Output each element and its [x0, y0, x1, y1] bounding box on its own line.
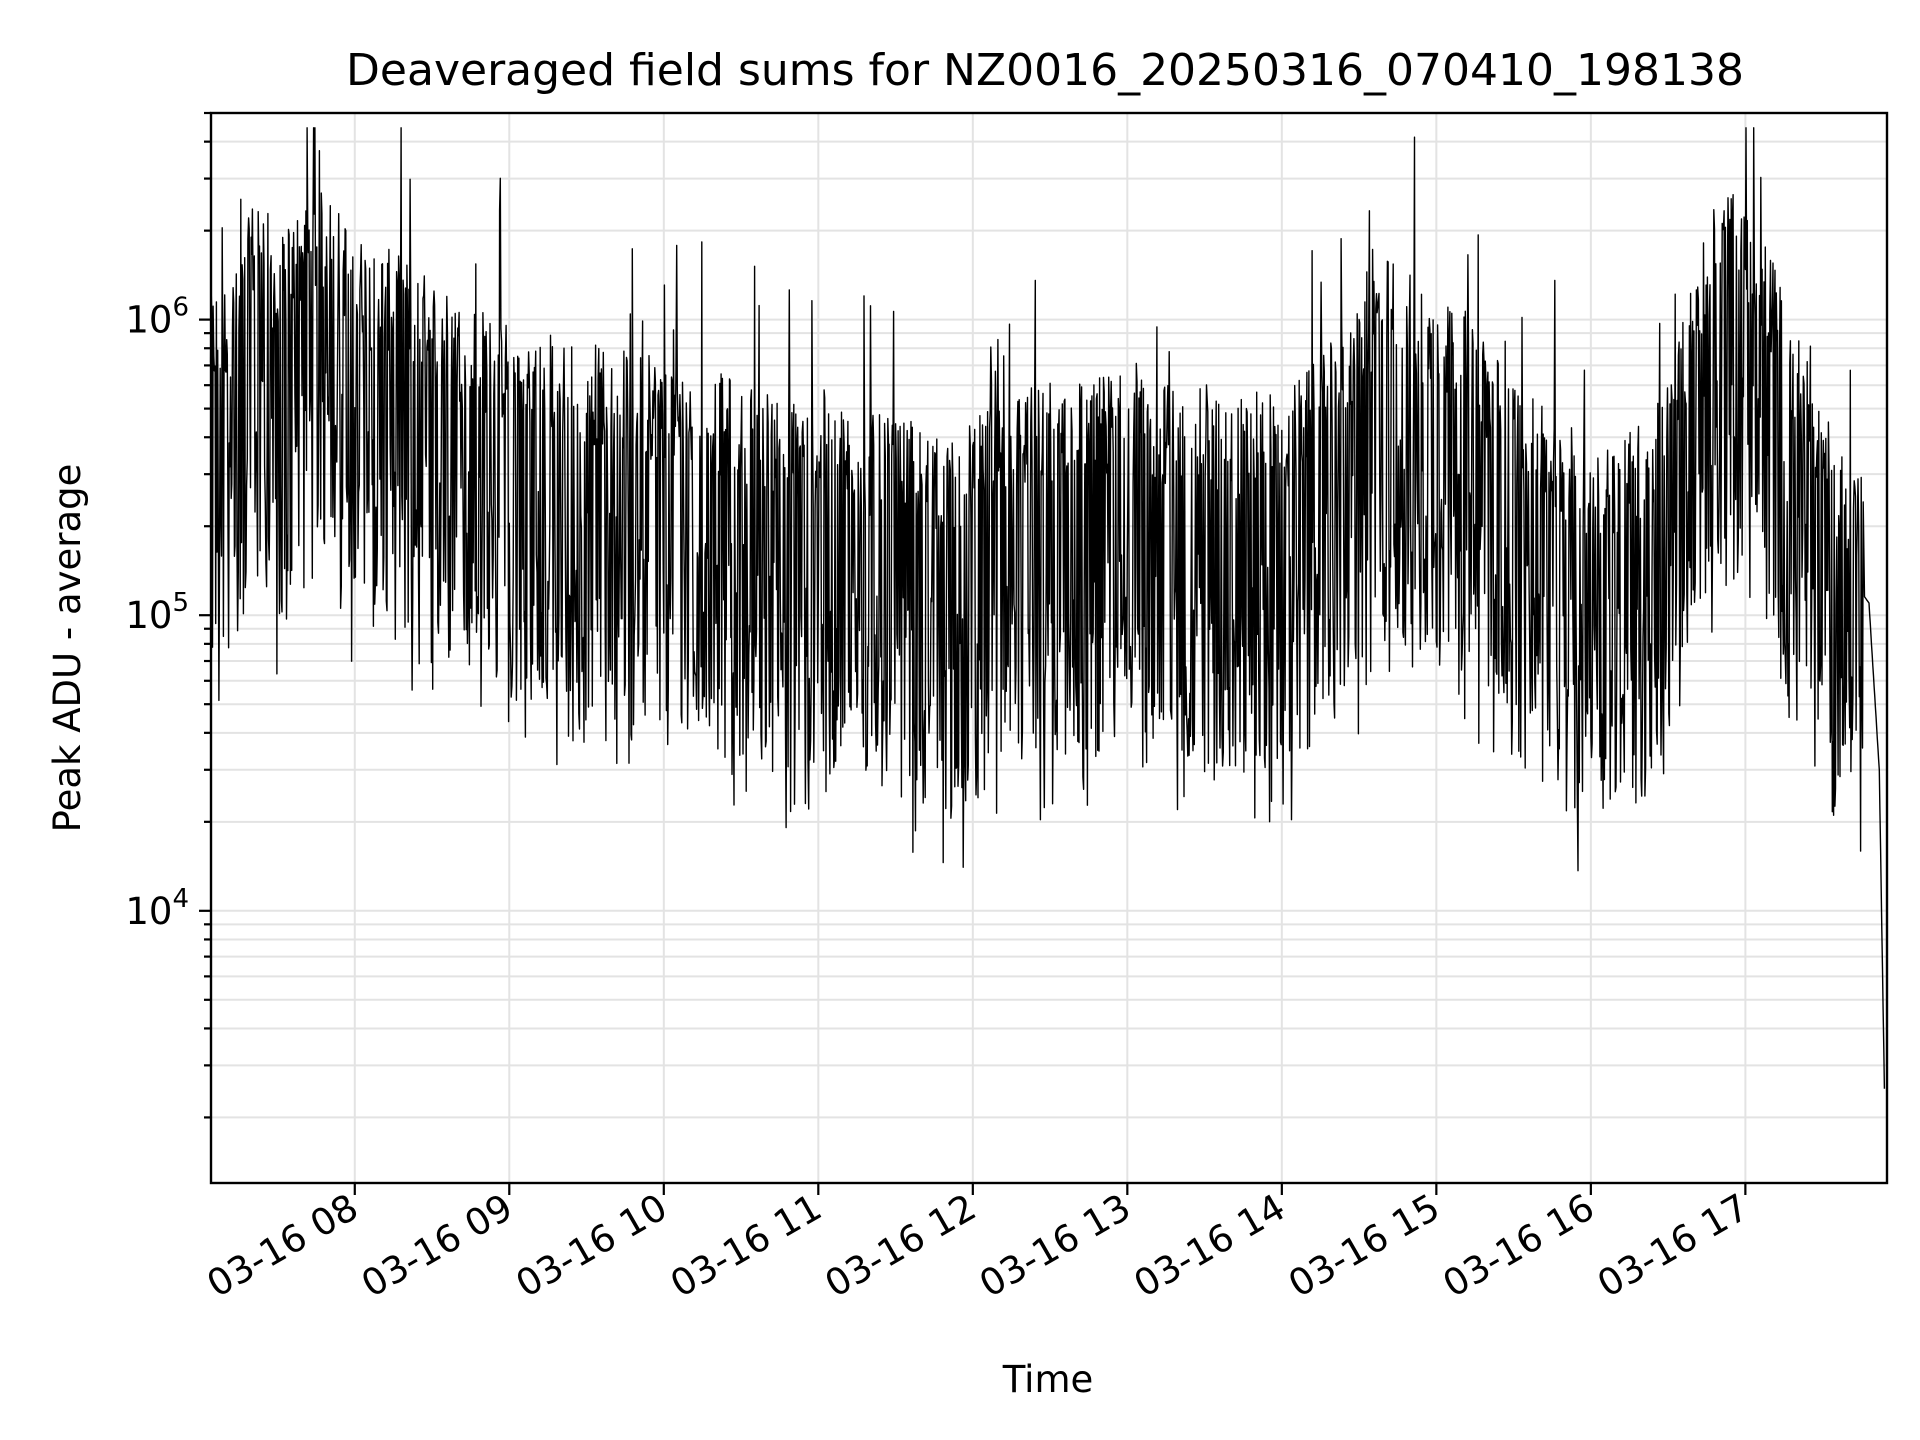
x-tick-label: 03-16 15 [1281, 1186, 1447, 1306]
series-line [209, 127, 1886, 1089]
y-tick-label: 104 [125, 884, 189, 933]
y-tick-exponent: 6 [172, 293, 189, 323]
x-tick-label: 03-16 13 [972, 1186, 1138, 1306]
y-tick-label: 105 [125, 588, 189, 637]
x-tick-label: 03-16 11 [663, 1186, 829, 1306]
y-tick-exponent: 5 [172, 588, 189, 618]
y-tick-exponent: 4 [172, 884, 189, 914]
plot-frame [209, 111, 1889, 1185]
y-tick-base: 10 [125, 594, 172, 637]
grid [211, 112, 1887, 1183]
x-tick-label: 03-16 17 [1590, 1186, 1756, 1306]
x-tick-label: 03-16 14 [1127, 1186, 1293, 1306]
chart-title: Deaveraged field sums for NZ0016_2025031… [346, 45, 1744, 96]
x-tick-label: 03-16 09 [354, 1186, 520, 1306]
y-tick-label: 106 [125, 293, 189, 342]
y-tick-base: 10 [125, 890, 172, 933]
x-tick-label: 03-16 10 [509, 1186, 675, 1306]
series-layer [209, 127, 1886, 1089]
y-tick-base: 10 [125, 299, 172, 342]
x-tick-label: 03-16 16 [1436, 1186, 1602, 1306]
x-tick-label: 03-16 12 [818, 1186, 984, 1306]
y-axis-label: Peak ADU - average [46, 464, 89, 833]
x-tick-label: 03-16 08 [200, 1186, 366, 1306]
x-axis-label: Time [1002, 1358, 1094, 1401]
